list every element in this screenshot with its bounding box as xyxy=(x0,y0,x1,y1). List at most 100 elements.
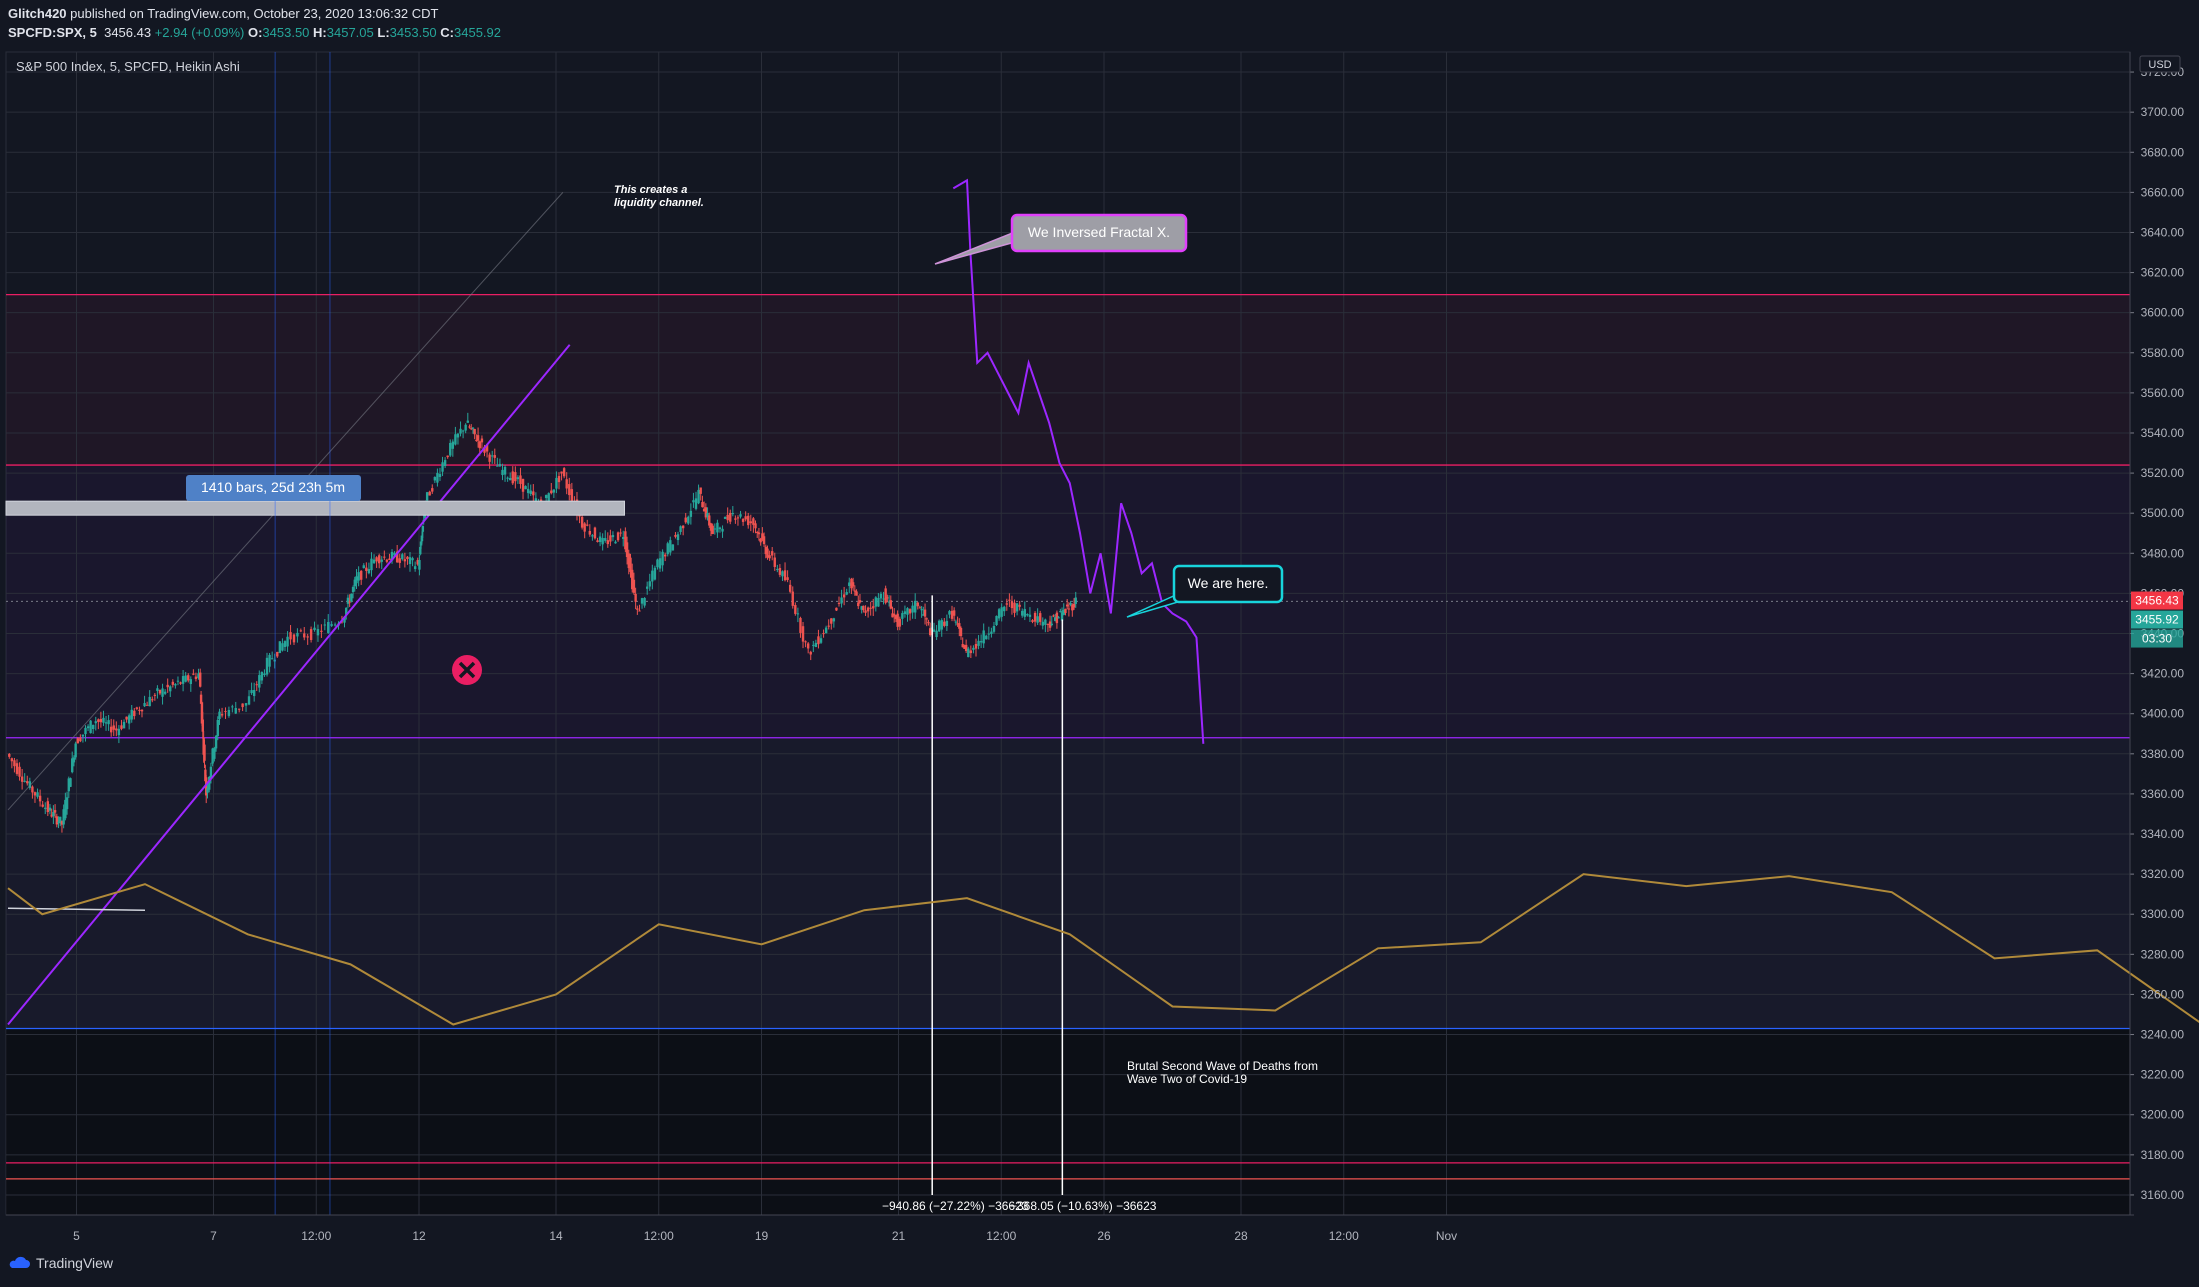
candle-body xyxy=(819,638,823,643)
last-price-badge xyxy=(2131,591,2183,610)
candle-body xyxy=(762,536,766,545)
candle-body xyxy=(1018,604,1021,607)
last-price: 3456.43 xyxy=(104,25,152,40)
candle-body xyxy=(643,598,646,606)
x-tick-label: 7 xyxy=(210,1229,217,1243)
candle-body xyxy=(1000,607,1003,617)
currency-label: USD xyxy=(2148,59,2171,71)
symbol-label: SPCFD:SPX, 5 xyxy=(8,25,97,40)
x-tick-label: 19 xyxy=(755,1229,769,1243)
candle-body xyxy=(671,544,675,551)
candle-body xyxy=(413,566,417,570)
candle-body xyxy=(764,546,767,555)
y-tick-label: 3340.00 xyxy=(2141,827,2185,841)
candle-body xyxy=(704,507,708,518)
candle-body xyxy=(850,578,853,589)
candle-body xyxy=(214,735,218,749)
candle-body xyxy=(104,722,108,724)
close-icon xyxy=(458,661,476,679)
candle-body xyxy=(588,530,592,535)
candle-body xyxy=(355,576,358,584)
candle-body xyxy=(860,606,863,610)
candle-body xyxy=(204,769,207,782)
candle-body xyxy=(689,510,693,517)
candle-body xyxy=(570,489,574,503)
chart-title: S&P 500 Index, 5, SPCFD, Heikin Ashi xyxy=(16,59,240,74)
candle-body xyxy=(1015,603,1019,612)
candle-body xyxy=(171,681,175,685)
candle-body xyxy=(10,758,14,762)
candle-body xyxy=(89,720,92,734)
candle-body xyxy=(419,541,423,546)
candle-body xyxy=(1005,603,1009,605)
candle-body xyxy=(894,615,898,619)
candle-body xyxy=(913,600,917,613)
candle-body xyxy=(656,559,659,568)
candle-body xyxy=(438,474,442,477)
candle-body xyxy=(744,516,747,520)
author-name[interactable]: Glitch420 xyxy=(8,6,67,21)
candle-body xyxy=(864,610,867,613)
candle-body xyxy=(568,484,571,496)
candle-body xyxy=(491,455,494,457)
candle-body xyxy=(218,711,221,720)
candle-body xyxy=(158,690,162,694)
candle-body xyxy=(747,515,750,526)
y-tick-label: 3660.00 xyxy=(2141,185,2185,199)
x-tick-label: 28 xyxy=(1234,1229,1248,1243)
candle-body xyxy=(390,551,394,561)
candle-body xyxy=(1041,621,1044,626)
candle-body xyxy=(94,721,97,724)
candle-body xyxy=(130,709,133,720)
candle-body xyxy=(211,748,214,764)
candle-body xyxy=(200,702,204,724)
candle-body xyxy=(431,488,434,492)
candle-body xyxy=(252,690,256,697)
candle-body xyxy=(278,641,282,654)
candle-body xyxy=(1052,615,1055,617)
candle-body xyxy=(687,516,690,524)
candle-body xyxy=(739,514,742,517)
candle-body xyxy=(506,477,509,479)
candle-body xyxy=(1044,619,1047,625)
candle-body xyxy=(345,607,348,615)
candle-body xyxy=(718,527,722,530)
candle-body xyxy=(911,605,914,613)
publish-date: published on TradingView.com, October 23… xyxy=(70,6,439,21)
candle-body xyxy=(76,738,79,744)
candle-body xyxy=(488,454,491,462)
close-price-value: 3455.92 xyxy=(2135,613,2179,627)
candle-body xyxy=(26,781,29,784)
candle-body xyxy=(220,714,224,716)
candle-body xyxy=(937,620,941,632)
candle-body xyxy=(974,643,978,649)
candle-body xyxy=(604,538,607,541)
candle-body xyxy=(320,630,323,632)
candle-body xyxy=(163,691,167,694)
candle-body xyxy=(858,600,862,603)
candle-body xyxy=(663,554,667,557)
y-tick-label: 3280.00 xyxy=(2141,947,2185,961)
candle-body xyxy=(433,477,437,481)
candle-body xyxy=(866,607,870,612)
candle-body xyxy=(69,778,72,787)
candle-body xyxy=(598,536,602,543)
channel-note-line1: This creates a xyxy=(614,184,687,196)
candle-body xyxy=(166,684,169,688)
candle-body xyxy=(1064,608,1067,613)
candle-body xyxy=(406,556,409,559)
candle-body xyxy=(346,597,350,604)
candle-body xyxy=(726,514,729,521)
y-tick-label: 3560.00 xyxy=(2141,386,2185,400)
candle-body xyxy=(791,591,794,606)
candle-body xyxy=(231,706,234,708)
candle-body xyxy=(756,531,759,533)
candle-body xyxy=(681,525,685,529)
candle-body xyxy=(580,516,584,528)
candle-body xyxy=(922,614,925,616)
candle-body xyxy=(583,523,586,532)
candle-body xyxy=(977,640,980,646)
tradingview-logo[interactable]: TradingView xyxy=(8,1255,113,1271)
candle-body xyxy=(786,577,789,580)
